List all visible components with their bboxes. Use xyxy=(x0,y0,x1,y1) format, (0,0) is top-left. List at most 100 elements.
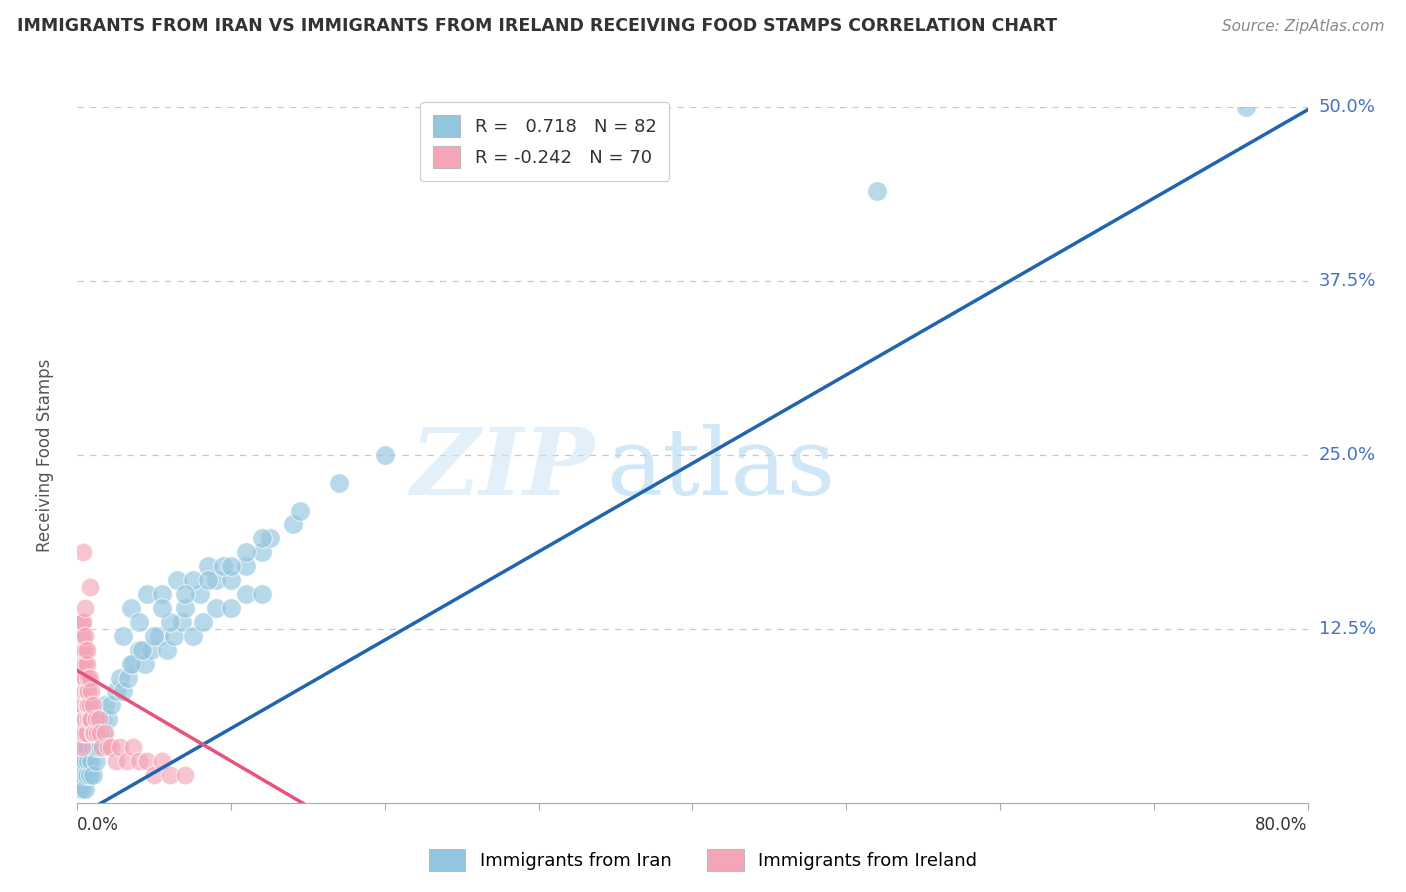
Point xyxy=(76,657,98,671)
Point xyxy=(82,698,104,713)
Text: ZIP: ZIP xyxy=(409,424,595,514)
Point xyxy=(80,684,103,698)
Point xyxy=(110,671,132,685)
Point xyxy=(69,657,91,671)
Point xyxy=(150,601,173,615)
Point xyxy=(69,698,91,713)
Point xyxy=(70,615,93,629)
Point xyxy=(134,657,156,671)
Point xyxy=(67,671,90,685)
Point xyxy=(73,642,96,657)
Point xyxy=(72,642,94,657)
Point xyxy=(181,629,204,643)
Point xyxy=(112,684,135,698)
Point xyxy=(193,615,215,629)
Point xyxy=(77,712,100,726)
Point xyxy=(235,587,257,601)
Point xyxy=(250,532,273,546)
Point xyxy=(84,712,107,726)
Point xyxy=(94,698,117,713)
Text: 80.0%: 80.0% xyxy=(1256,815,1308,833)
Point xyxy=(73,712,96,726)
Point xyxy=(128,642,150,657)
Text: 25.0%: 25.0% xyxy=(1319,446,1376,464)
Point xyxy=(150,754,173,768)
Point xyxy=(76,698,98,713)
Text: IMMIGRANTS FROM IRAN VS IMMIGRANTS FROM IRELAND RECEIVING FOOD STAMPS CORRELATIO: IMMIGRANTS FROM IRAN VS IMMIGRANTS FROM … xyxy=(17,17,1057,35)
Point xyxy=(77,726,100,740)
Point xyxy=(83,726,105,740)
Point xyxy=(86,726,108,740)
Text: atlas: atlas xyxy=(606,424,835,514)
Point xyxy=(135,754,157,768)
Point xyxy=(219,573,242,587)
Point xyxy=(110,740,132,755)
Point xyxy=(69,768,91,782)
Point xyxy=(235,545,257,559)
Point xyxy=(181,573,204,587)
Point xyxy=(155,642,177,657)
Text: 12.5%: 12.5% xyxy=(1319,620,1376,638)
Point xyxy=(1234,100,1257,114)
Point xyxy=(112,629,135,643)
Point xyxy=(197,573,219,587)
Point xyxy=(76,684,98,698)
Point xyxy=(163,629,186,643)
Point xyxy=(82,740,104,755)
Point xyxy=(188,587,212,601)
Point xyxy=(77,671,100,685)
Point xyxy=(328,475,350,490)
Point xyxy=(100,740,122,755)
Point xyxy=(70,684,93,698)
Point xyxy=(90,740,114,755)
Point xyxy=(73,629,96,643)
Point xyxy=(159,768,181,782)
Text: Source: ZipAtlas.com: Source: ZipAtlas.com xyxy=(1222,20,1385,34)
Point xyxy=(70,642,93,657)
Point xyxy=(174,768,197,782)
Point xyxy=(67,781,90,796)
Point xyxy=(72,657,94,671)
Point xyxy=(250,545,273,559)
Point xyxy=(143,629,166,643)
Point xyxy=(79,768,101,782)
Point xyxy=(143,768,166,782)
Point xyxy=(67,712,90,726)
Point xyxy=(80,754,103,768)
Point xyxy=(94,726,117,740)
Point xyxy=(77,684,100,698)
Point xyxy=(69,684,91,698)
Point xyxy=(76,740,98,755)
Point xyxy=(70,629,93,643)
Point xyxy=(212,559,235,574)
Text: 0.0%: 0.0% xyxy=(77,815,120,833)
Point xyxy=(79,712,101,726)
Point xyxy=(76,726,98,740)
Point xyxy=(197,559,219,574)
Point xyxy=(77,698,100,713)
Point xyxy=(84,712,107,726)
Point xyxy=(69,726,91,740)
Point xyxy=(866,184,889,198)
Point xyxy=(104,754,127,768)
Legend: Immigrants from Iran, Immigrants from Ireland: Immigrants from Iran, Immigrants from Ir… xyxy=(422,842,984,879)
Point xyxy=(82,726,104,740)
Point xyxy=(97,740,120,755)
Point xyxy=(204,601,226,615)
Point xyxy=(72,671,94,685)
Point xyxy=(150,587,173,601)
Point xyxy=(87,726,110,740)
Point xyxy=(290,503,312,517)
Point xyxy=(174,601,197,615)
Point xyxy=(117,671,139,685)
Point xyxy=(83,726,105,740)
Point xyxy=(79,671,101,685)
Point xyxy=(72,545,94,559)
Point xyxy=(73,754,96,768)
Point xyxy=(120,657,142,671)
Point xyxy=(70,671,93,685)
Point xyxy=(281,517,304,532)
Point xyxy=(70,740,93,755)
Point xyxy=(86,740,108,755)
Point xyxy=(69,642,91,657)
